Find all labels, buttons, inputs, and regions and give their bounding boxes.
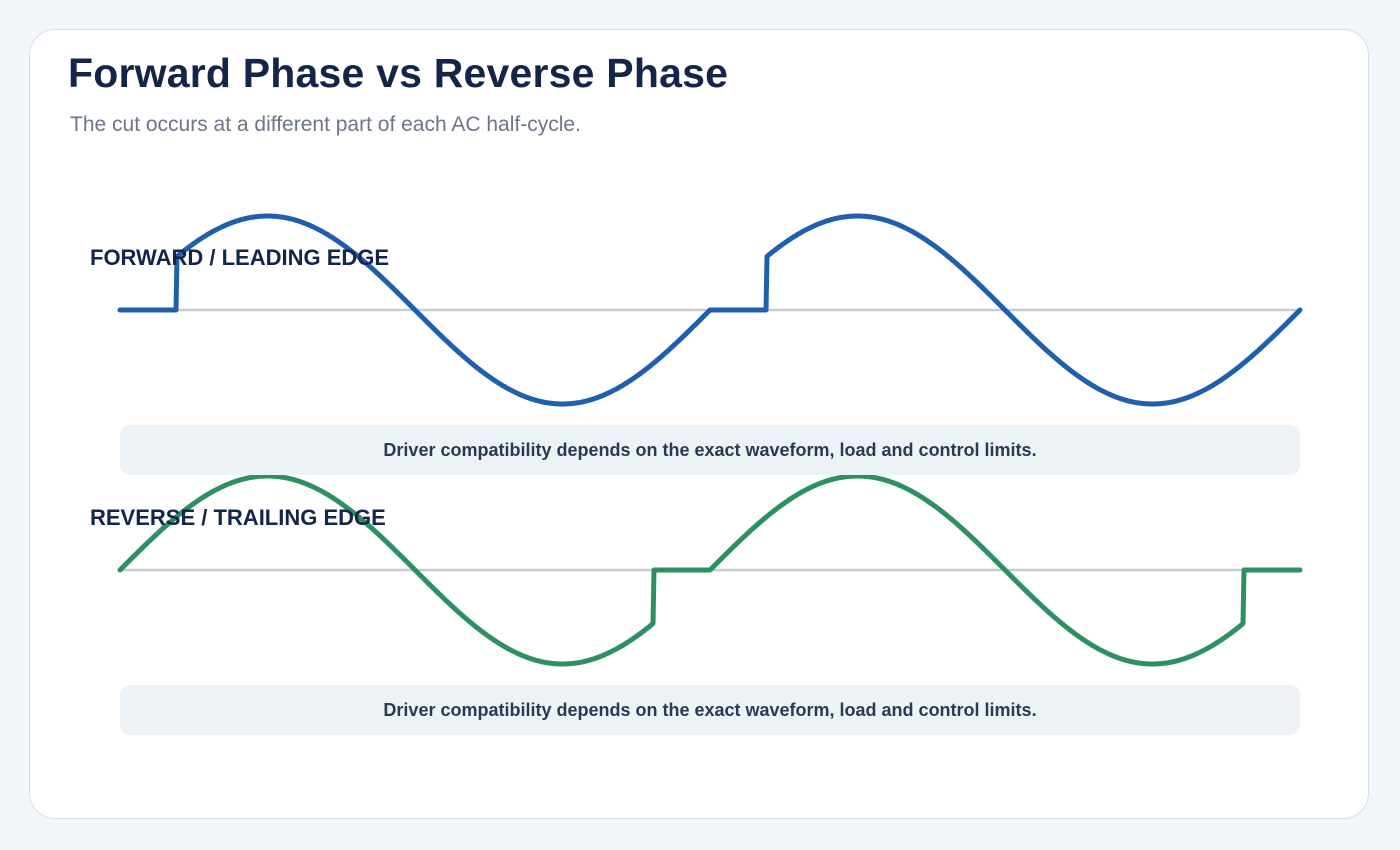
page-subtitle: The cut occurs at a different part of ea…: [70, 113, 581, 136]
reverse-panel-label: REVERSE / TRAILING EDGE: [90, 505, 386, 530]
forward-panel-label: FORWARD / LEADING EDGE: [90, 245, 389, 270]
reverse-note: Driver compatibility depends on the exac…: [120, 685, 1300, 735]
forward-note: Driver compatibility depends on the exac…: [120, 425, 1300, 475]
page-title: Forward Phase vs Reverse Phase: [68, 50, 729, 96]
forward-waveform: [117, 213, 1303, 407]
reverse-waveform: [117, 473, 1303, 667]
